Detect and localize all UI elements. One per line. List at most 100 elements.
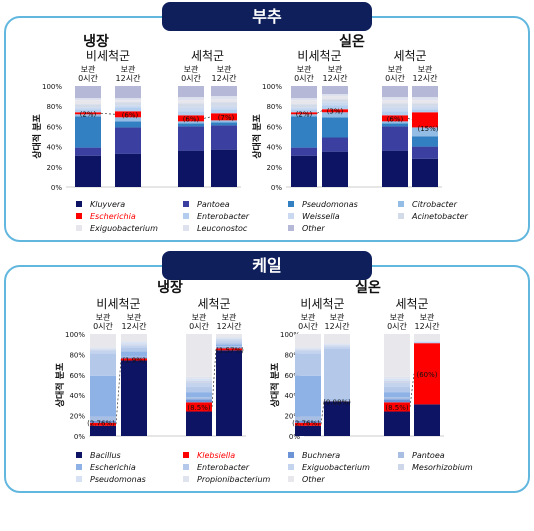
bar-segment [178, 86, 204, 98]
y-tick-label: 20% [69, 413, 85, 421]
bar-segment [186, 334, 212, 377]
bar-label-line2: 12시간 [323, 73, 349, 83]
bar-segment [121, 345, 147, 348]
connector-line [409, 373, 415, 407]
legend-swatch [183, 464, 189, 470]
legend-label: Kluyvera [90, 200, 125, 209]
bar-segment [382, 97, 408, 101]
bar-annotation: (0.08%) [323, 398, 351, 406]
bar-segment [186, 397, 212, 400]
bar-segment [291, 147, 317, 156]
bar-annotation: (2.76%) [87, 419, 115, 427]
connector-line [100, 112, 116, 115]
bar-segment [414, 341, 440, 343]
bar-segment [384, 387, 410, 393]
y-tick-label: 40% [69, 392, 85, 400]
bar-segment [186, 402, 212, 412]
bar-segment [412, 86, 438, 98]
legend-label: Escherichia [90, 463, 136, 472]
bar-segment [324, 334, 350, 344]
legend-swatch [398, 452, 404, 458]
bar-segment [75, 104, 101, 108]
y-tick-label: 40% [46, 144, 62, 152]
bar-segment [414, 334, 440, 342]
bar-label-line1: 보관 [328, 64, 343, 74]
y-tick-label: 60% [284, 372, 300, 380]
bar-segment [75, 155, 101, 187]
bar-segment [115, 107, 141, 112]
bar-label-line1: 보관 [418, 64, 433, 74]
y-axis-label: 상대적 분포 [269, 362, 281, 407]
bar-segment [211, 122, 237, 126]
y-tick-label: 100% [280, 331, 300, 339]
bar-segment [178, 121, 204, 124]
connector-line [407, 117, 413, 121]
bar-segment [75, 86, 101, 99]
bar-segment [75, 147, 101, 156]
bar-segment [211, 120, 237, 123]
bar-segment [186, 378, 212, 381]
legend-swatch [183, 225, 189, 231]
bar-segment [384, 334, 410, 377]
bar-segment [291, 107, 317, 110]
legend-swatch [288, 476, 294, 482]
legend-label: Bacillus [90, 451, 121, 460]
bar-segment [211, 99, 237, 103]
bar-segment [295, 334, 321, 348]
bar-segment [178, 103, 204, 108]
bar-annotation: (2%) [80, 110, 97, 118]
bar-segment [90, 349, 116, 351]
bar-segment [178, 150, 204, 187]
bar-segment [121, 360, 147, 436]
bar-segment [90, 416, 116, 421]
bar-segment [178, 123, 204, 127]
legend-label: Acinetobacter [411, 212, 469, 221]
bar-segment [186, 382, 212, 388]
legend-swatch [398, 464, 404, 470]
bar-annotation: (1.9%) [122, 357, 146, 365]
bar-segment [382, 126, 408, 151]
y-tick-label: 100% [262, 83, 282, 91]
bar-segment [414, 342, 440, 344]
bar-segment [382, 150, 408, 187]
legend-swatch [76, 225, 82, 231]
group-label: 비세척군 [300, 297, 344, 311]
bar-segment [382, 86, 408, 98]
bar-segment [121, 344, 147, 346]
bar-segment [75, 107, 101, 110]
bar-segment [216, 340, 242, 343]
bar-segment [75, 100, 101, 105]
group-label: 세척군 [197, 297, 230, 311]
bar-segment [115, 121, 141, 128]
bar-segment [384, 397, 410, 400]
group-label: 세척군 [395, 297, 428, 311]
bar-segment [115, 102, 141, 106]
bar-label-line2: 12시간 [325, 321, 351, 331]
bar-segment [216, 350, 242, 436]
bar-segment [384, 402, 410, 412]
bar-segment [121, 358, 147, 361]
connector-line [203, 116, 212, 119]
bar-label-line2: 0시간 [387, 321, 407, 331]
bar-segment [186, 399, 212, 403]
bar-segment [75, 109, 101, 113]
bar-label-line2: 0시간 [93, 321, 113, 331]
bar-segment [291, 155, 317, 187]
y-tick-label: 0% [74, 433, 85, 441]
legend-label: Enterobacter [197, 463, 250, 472]
legend-label: Other [302, 224, 325, 233]
bar-segment [115, 153, 141, 187]
bar-segment [121, 347, 147, 352]
bar-segment [382, 111, 408, 116]
bar-segment [412, 127, 438, 137]
y-tick-label: 20% [266, 164, 282, 172]
bar-label-line2: 0시간 [298, 321, 318, 331]
bar-label-line1: 보관 [330, 312, 345, 322]
bar-label-line2: 12시간 [413, 73, 439, 83]
bar-segment [216, 347, 242, 349]
bar-segment [216, 338, 242, 340]
legend-label: Pseudomonas [90, 475, 146, 484]
bar-segment [178, 97, 204, 101]
bar-segment [121, 356, 147, 358]
bar-segment [412, 112, 438, 128]
